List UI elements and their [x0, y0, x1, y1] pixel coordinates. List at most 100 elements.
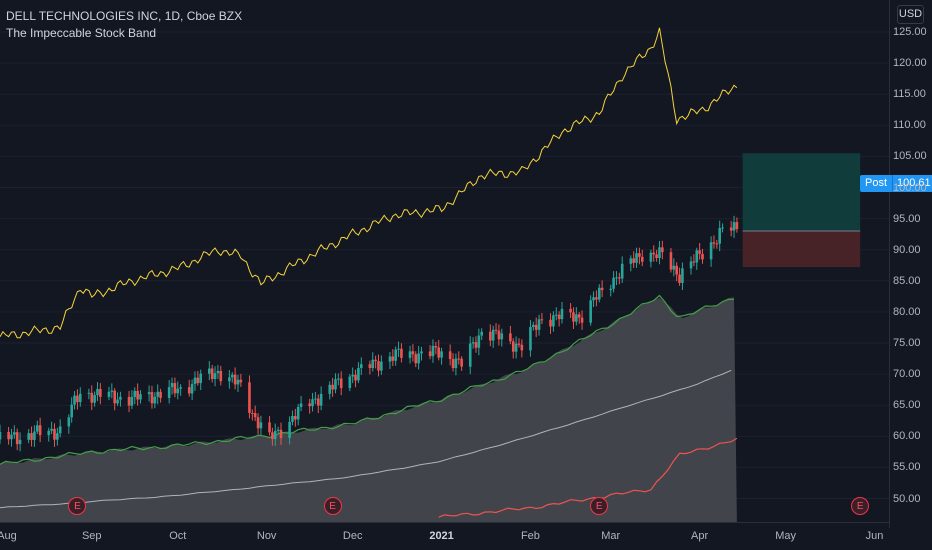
- candle-body: [414, 354, 418, 364]
- time-axis-label: May: [775, 530, 797, 542]
- candle-body: [431, 345, 435, 357]
- candle-body: [569, 308, 572, 313]
- price-axis[interactable]: [889, 0, 932, 528]
- candle-body: [618, 277, 621, 279]
- candle-body: [291, 415, 294, 422]
- candle-body: [279, 429, 283, 438]
- candle-body: [334, 379, 337, 390]
- candle-body: [635, 253, 638, 263]
- candle-body: [133, 390, 137, 397]
- candle-body: [712, 242, 716, 244]
- time-axis-label: Sep: [81, 530, 102, 542]
- earnings-marker[interactable]: E: [851, 497, 870, 515]
- candle-body: [18, 439, 22, 445]
- candle-body: [689, 261, 693, 269]
- price-axis-label: 120.00: [893, 57, 927, 70]
- candle-body: [491, 329, 495, 341]
- candle-body: [701, 253, 704, 260]
- candle-body: [417, 353, 420, 364]
- price-axis-label: 60.00: [893, 430, 921, 443]
- candle-body: [116, 399, 119, 404]
- price-axis-label: 115.00: [893, 88, 926, 101]
- candle-body: [394, 349, 397, 361]
- earnings-marker[interactable]: E: [68, 497, 87, 515]
- position-tag-label: Post: [860, 175, 893, 192]
- band-fill: [0, 297, 737, 522]
- candle-body: [73, 395, 76, 405]
- candle-body: [219, 370, 223, 382]
- candle-body: [53, 428, 56, 440]
- candle-body: [534, 324, 538, 330]
- symbol-title[interactable]: DELL TECHNOLOGIES INC, 1D, Cboe BZX: [6, 9, 243, 23]
- price-axis-label: 75.00: [893, 337, 921, 349]
- time-axis-label: 2021: [429, 530, 454, 542]
- currency-label[interactable]: USD: [897, 5, 924, 24]
- price-axis-label: 110.00: [893, 119, 926, 132]
- candle-body: [529, 326, 532, 351]
- time-axis-label: Nov: [256, 530, 277, 542]
- candle-body: [494, 329, 498, 331]
- candle-body: [557, 314, 561, 320]
- position-price-tag[interactable]: Post 100.61: [860, 175, 932, 192]
- candle-body: [179, 387, 182, 389]
- candle-body: [93, 395, 96, 403]
- candle-body: [540, 319, 544, 321]
- upper-indicator-line: [0, 27, 738, 339]
- candle-body: [170, 383, 174, 388]
- candle-body: [233, 374, 237, 385]
- candle-body: [153, 396, 157, 404]
- band-upper-line: [0, 294, 734, 465]
- price-axis-label: 80.00: [893, 305, 921, 318]
- candle-body: [316, 398, 320, 406]
- candle-body: [288, 421, 291, 438]
- candle-body: [640, 256, 644, 262]
- time-axis-line: [0, 522, 889, 523]
- candle-body: [230, 374, 234, 378]
- candle-body: [729, 227, 733, 231]
- candle-body: [520, 344, 524, 351]
- candle-body: [554, 314, 558, 316]
- candle-body: [471, 342, 475, 344]
- candle-body: [236, 379, 240, 385]
- candle-body: [78, 393, 82, 403]
- candle-body: [38, 425, 42, 436]
- candle-body: [259, 422, 263, 429]
- candle-body: [253, 413, 257, 418]
- position-tag-value: 100.61: [892, 175, 932, 192]
- candle-body: [434, 345, 438, 348]
- candle-body: [276, 429, 280, 431]
- candle-body: [273, 430, 277, 440]
- candle-body: [391, 356, 395, 361]
- candle-body: [661, 247, 664, 253]
- candle-body: [380, 361, 383, 371]
- candle-body: [514, 343, 518, 352]
- candle-body: [388, 356, 392, 362]
- candle-body: [408, 351, 412, 358]
- candle-body: [251, 412, 254, 414]
- time-axis-label: Dec: [342, 530, 363, 542]
- price-axis-label: 95.00: [893, 212, 921, 225]
- candle-body: [47, 430, 51, 436]
- candle-body: [76, 395, 79, 403]
- candle-body: [612, 277, 615, 289]
- candle-body: [190, 384, 194, 394]
- candle-body: [139, 394, 142, 400]
- candle-body: [159, 391, 162, 398]
- indicator-title[interactable]: The Impeccable Stock Band: [6, 26, 157, 40]
- candle-body: [130, 396, 134, 406]
- candle-body: [371, 359, 375, 369]
- candle-body: [400, 348, 403, 358]
- candle-body: [629, 258, 633, 264]
- candle-body: [552, 315, 555, 327]
- candle-body: [150, 392, 154, 404]
- candle-body: [256, 417, 260, 429]
- price-axis-label: 105.00: [893, 150, 927, 163]
- candle-body: [592, 297, 595, 301]
- candle-body: [632, 258, 635, 263]
- earnings-marker[interactable]: E: [323, 497, 342, 515]
- earnings-marker[interactable]: E: [590, 497, 609, 515]
- candle-body: [718, 228, 721, 244]
- candle-body: [13, 432, 16, 435]
- candle-body: [294, 415, 297, 420]
